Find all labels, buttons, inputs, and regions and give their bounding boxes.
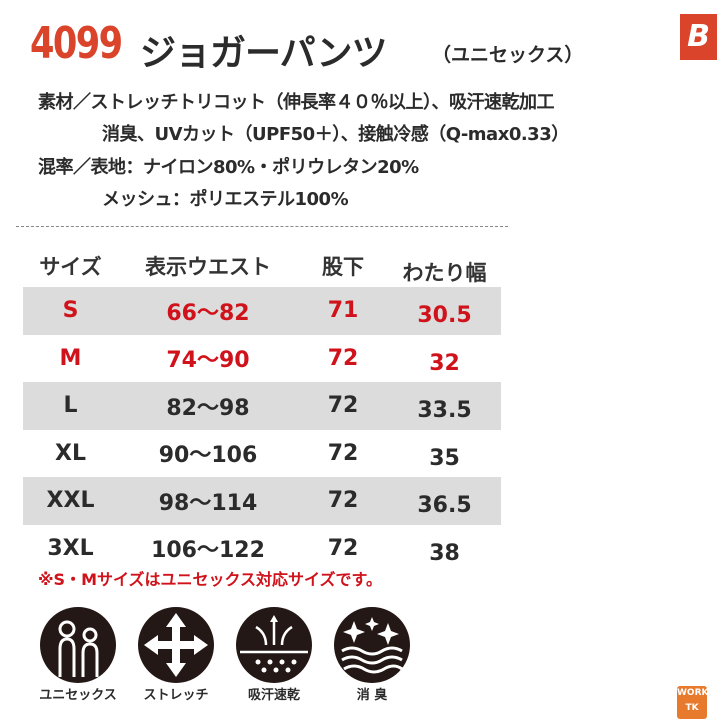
cell-size: S [23, 287, 118, 335]
blend-line-1: 混率／表地：ナイロン80%・ポリウレタン20% [38, 157, 419, 178]
cell-thigh: 33.5 [388, 382, 501, 430]
cell-size: M [59, 345, 82, 371]
product-subtitle: （ユニセックス） [432, 44, 584, 66]
table-header: サイズ 表示ウエスト 股下 わたり幅 [23, 245, 501, 287]
cell-waist: 82〜98 [118, 382, 298, 430]
material-line-2: 消臭、UVカット（UPF50＋）、接触冷感（Q-max0.33） [102, 124, 569, 145]
sweat-quick-dry-label: 吸汗速乾 [247, 688, 300, 703]
cell-size: L [23, 382, 118, 430]
cell-size: XXL [23, 477, 118, 525]
table-row: XL 90〜106 72 35 [23, 430, 501, 478]
cell-size: 3XL [47, 535, 94, 561]
cell-inseam: 72 [298, 477, 388, 525]
header-inseam: 股下 [322, 255, 364, 279]
table-row: L 82〜98 72 33.5 [23, 382, 501, 430]
unisex-icon [40, 607, 116, 683]
cell-thigh: 38 [429, 540, 460, 566]
cell-waist: 90〜106 [158, 443, 258, 469]
divider [16, 226, 508, 227]
cell-thigh: 36.5 [388, 477, 501, 525]
cell-size: XL [55, 440, 86, 466]
deodorant-icon [334, 607, 410, 683]
cell-waist: 74〜90 [166, 348, 250, 374]
cell-thigh: 30.5 [388, 287, 501, 335]
header-size: サイズ [39, 255, 102, 279]
cell-waist: 66〜82 [118, 287, 298, 335]
size-note: ※S・Mサイズはユニセックス対応サイズです。 [38, 570, 382, 589]
table-row: 3XL 106〜122 72 38 [23, 525, 501, 573]
cell-inseam: 72 [298, 382, 388, 430]
cell-waist: 98〜114 [118, 477, 298, 525]
product-number: 4099 [30, 18, 123, 69]
cell-inseam: 72 [327, 440, 359, 466]
blend-line-2: メッシュ：ポリエステル100% [102, 189, 349, 210]
cell-waist: 106〜122 [151, 538, 265, 564]
brand-logo: B [680, 14, 717, 60]
deodorant-label: 消 臭 [356, 688, 388, 703]
sweat-quick-dry-icon [236, 607, 312, 683]
cell-inseam: 72 [327, 345, 359, 371]
table-row: XXL 98〜114 72 36.5 [23, 477, 501, 525]
header-waist: 表示ウエスト [145, 255, 271, 279]
material-line-1: 素材／ストレッチトリコット（伸長率４０％以上）、吸汗速乾加工 [38, 92, 555, 113]
work-tk-logo: WORK TK [677, 686, 708, 719]
product-name: ジョガーパンツ [140, 33, 387, 74]
stretch-icon [138, 607, 214, 683]
table-row: S 66〜82 71 30.5 [23, 287, 501, 335]
unisex-label: ユニセックス [39, 688, 117, 703]
stretch-label: ストレッチ [143, 688, 209, 703]
cell-thigh: 35 [429, 445, 460, 471]
header-thigh: わたり幅 [402, 261, 487, 285]
table-row: M 74〜90 72 32 [23, 335, 501, 383]
cell-thigh: 32 [429, 350, 460, 376]
size-table: サイズ 表示ウエスト 股下 わたり幅 S 66〜82 71 30.5 M 74〜90 72… [23, 245, 501, 572]
cell-inseam: 72 [327, 535, 359, 561]
cell-inseam: 71 [298, 287, 388, 335]
